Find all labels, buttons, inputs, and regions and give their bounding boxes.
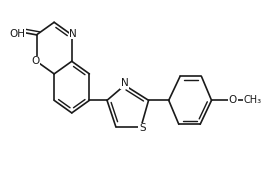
Text: OH: OH bbox=[10, 29, 26, 39]
Text: N: N bbox=[121, 78, 129, 88]
Text: O: O bbox=[229, 95, 237, 105]
Text: S: S bbox=[139, 123, 146, 133]
Text: CH₃: CH₃ bbox=[243, 95, 261, 105]
Text: O: O bbox=[31, 56, 39, 66]
Text: N: N bbox=[69, 29, 77, 39]
